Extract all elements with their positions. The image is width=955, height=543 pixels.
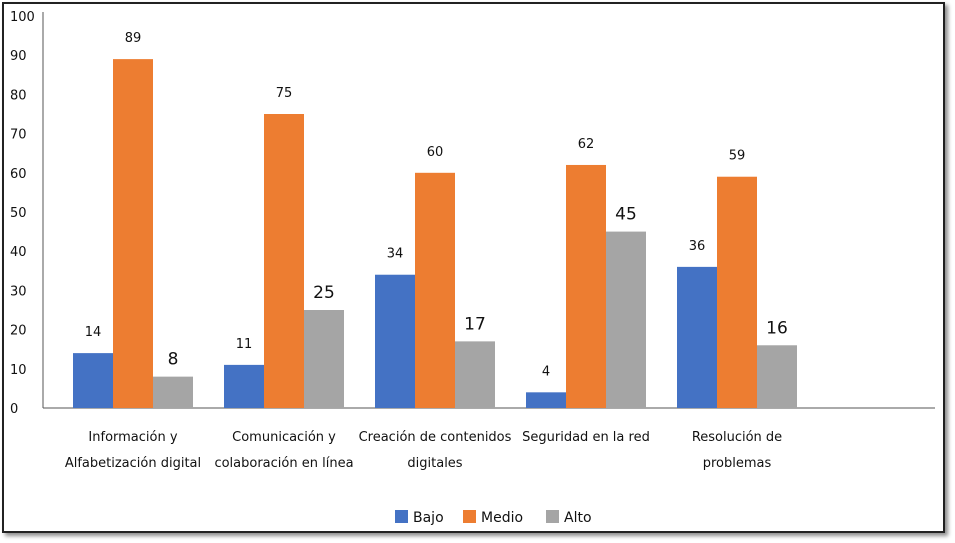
bar-bajo [526,392,566,408]
data-label: 36 [689,239,706,254]
y-tick-label: 90 [10,49,27,64]
category-label: problemas [703,456,772,471]
data-label: 89 [125,31,142,46]
data-label: 75 [276,86,293,101]
y-tick-label: 50 [10,206,27,221]
bar-medio [717,176,757,408]
data-label: 4 [542,364,550,379]
chart-frame [2,2,945,533]
category-label: Seguridad en la red [522,430,650,445]
category-label: Alfabetización digital [65,456,201,471]
y-tick-label: 20 [10,324,27,339]
data-label: 14 [85,325,102,340]
data-label: 11 [236,337,253,352]
y-tick-label: 70 [10,128,27,143]
bar-medio [264,114,304,408]
category-label: Información y [88,430,177,445]
bars [73,59,797,409]
bar-alto [606,231,646,408]
data-label: 34 [387,247,404,262]
legend-label-medio: Medio [481,510,523,526]
legend-swatch-medio [463,510,476,523]
data-label: 8 [168,350,179,370]
bar-alto [304,310,344,408]
y-tick-label: 100 [10,10,35,25]
category-label: digitales [407,456,462,471]
data-label: 25 [313,283,335,303]
y-tick-label: 60 [10,167,27,182]
data-label: 16 [766,318,788,338]
bar-alto [153,376,193,408]
data-label: 62 [578,137,595,152]
legend-swatch-bajo [395,510,408,523]
bar-alto [455,341,495,408]
bar-medio [415,172,455,408]
legend: Bajo Medio Alto [395,510,592,526]
category-label: Creación de contenidos [359,430,512,445]
data-label: 59 [729,149,746,164]
bar-bajo [375,274,415,408]
category-labels: Información y Alfabetización digital Comun… [65,430,782,471]
bar-bajo [224,364,264,408]
data-labels: 14 11 34 4 36 89 75 60 62 59 8 25 17 45 16 [85,31,788,379]
y-tick-label: 80 [10,88,27,103]
category-label: Comunicación y [232,430,336,445]
y-tick-label: 0 [10,402,18,417]
bar-bajo [73,353,113,408]
bar-alto [757,345,797,408]
data-label: 60 [427,145,444,160]
legend-label-alto: Alto [564,510,592,526]
category-label: Resolución de [692,430,782,445]
y-tick-label: 10 [10,363,27,378]
bar-medio [566,164,606,408]
category-label: colaboración en línea [214,456,353,471]
bar-medio [113,59,153,409]
y-tick-label: 40 [10,245,27,260]
legend-swatch-alto [546,510,559,523]
y-tick-label: 30 [10,284,27,299]
legend-label-bajo: Bajo [413,510,444,526]
bar-bajo [677,266,717,408]
data-label: 17 [464,314,486,334]
data-label: 45 [615,205,637,225]
